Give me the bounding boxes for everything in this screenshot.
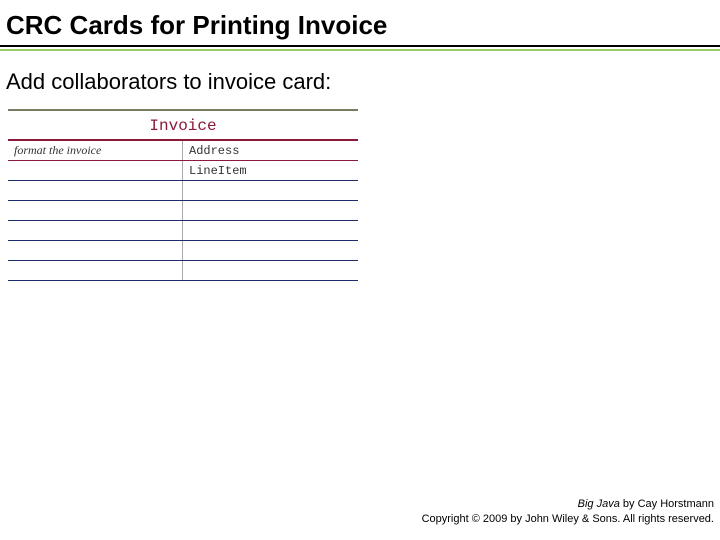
crc-card-header: Invoice [8,111,358,141]
crc-collaborator: Address [189,144,239,158]
crc-row: format the invoice Address [8,141,358,161]
footer-book-title: Big Java [578,498,620,510]
crc-card-class-name: Invoice [149,117,216,135]
crc-row [8,261,358,281]
crc-responsibility: format the invoice [14,143,101,158]
crc-row: LineItem [8,161,358,181]
crc-row [8,221,358,241]
crc-row [8,201,358,221]
footer-line-1: Big Java by Cay Horstmann [422,497,714,511]
crc-card: Invoice format the invoice Address LineI… [8,109,358,281]
crc-row [8,181,358,201]
slide-subtitle: Add collaborators to invoice card: [0,51,720,109]
slide-footer: Big Java by Cay Horstmann Copyright © 20… [422,497,714,526]
crc-row [8,241,358,261]
slide-title: CRC Cards for Printing Invoice [0,0,720,45]
footer-author: by Cay Horstmann [620,498,714,510]
footer-copyright: Copyright © 2009 by John Wiley & Sons. A… [422,512,714,526]
crc-collaborator: LineItem [189,164,247,178]
